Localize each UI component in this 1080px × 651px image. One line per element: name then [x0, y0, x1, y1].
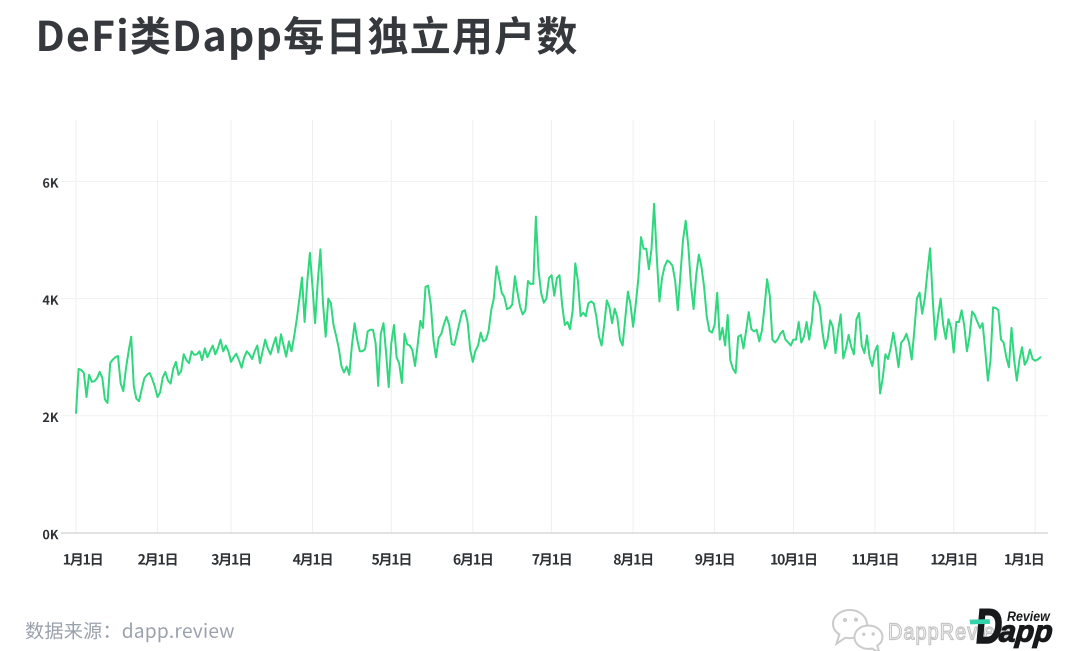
svg-text:DappReview: DappReview — [888, 619, 1011, 645]
svg-text:Review: Review — [1007, 608, 1051, 624]
svg-text:D: D — [974, 600, 1005, 651]
svg-text:app: app — [998, 616, 1054, 649]
